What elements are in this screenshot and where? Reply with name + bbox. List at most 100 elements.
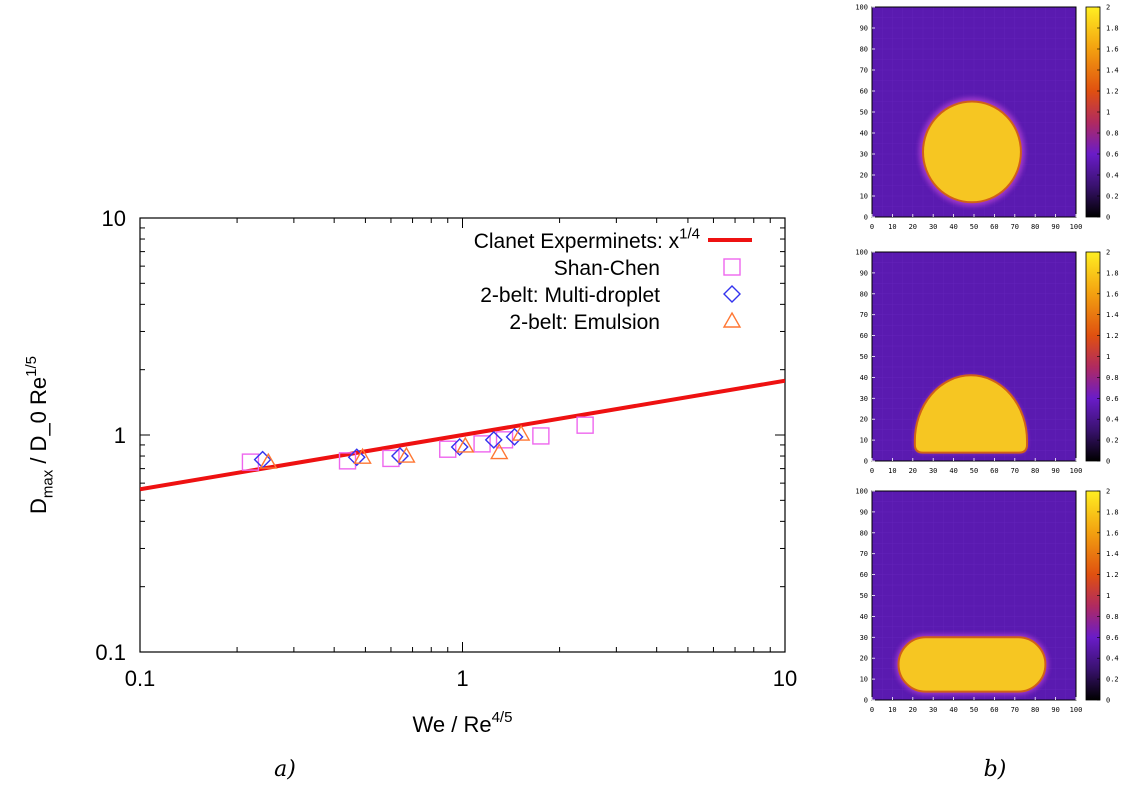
colorbar-tick-label: 2 <box>1106 249 1110 257</box>
data-point-triangle <box>490 443 509 460</box>
y-tick-label: 100 <box>855 4 868 12</box>
x-tick-label: 20 <box>909 223 917 231</box>
y-tick-label: 40 <box>860 374 868 382</box>
y-tick-label: 40 <box>860 613 868 621</box>
y-tick-label: 90 <box>860 25 868 33</box>
x-tick-label: 40 <box>949 223 957 231</box>
colorbar-tick-label: 0.6 <box>1106 395 1119 403</box>
data-point-triangle <box>353 447 372 464</box>
y-tick-label: 30 <box>860 151 868 159</box>
droplet <box>897 636 1047 693</box>
y-tick-label: 50 <box>860 592 868 600</box>
colorbar-tick-label: 0.8 <box>1106 130 1119 138</box>
colorbar-tick-label: 1 <box>1106 353 1110 361</box>
y-tick-label: 0 <box>864 214 868 222</box>
legend-marker-triangle <box>722 311 742 328</box>
y-tick-label: 40 <box>860 130 868 138</box>
x-tick-label: 100 <box>1070 467 1083 475</box>
y-tick-label: 20 <box>860 172 868 180</box>
colorbar-tick-label: 2 <box>1106 488 1110 496</box>
legend-marker-square <box>723 258 741 276</box>
y-tick-label: 20 <box>860 416 868 424</box>
droplet <box>922 100 1022 204</box>
y-tick-label: 70 <box>860 550 868 558</box>
x-tick-label: 90 <box>1051 467 1059 475</box>
data-point-triangle <box>456 436 475 453</box>
y-tick-label: 80 <box>860 529 868 537</box>
y-tick-label: 50 <box>860 353 868 361</box>
x-tick-label: 0 <box>870 467 874 475</box>
data-point-square <box>576 416 594 434</box>
colorbar-tick-label: 0.2 <box>1106 676 1119 684</box>
y-tick-label: 60 <box>860 332 868 340</box>
x-tick-label: 10 <box>888 223 896 231</box>
x-tick-label: 80 <box>1031 467 1039 475</box>
fit-line <box>140 378 785 492</box>
colorbar-tick-label: 1.4 <box>1106 550 1119 558</box>
data-point-square <box>241 453 260 471</box>
x-tick-label: 40 <box>949 467 957 475</box>
x-tick-label: 30 <box>929 706 937 714</box>
colorbar-tick-label: 0.8 <box>1106 613 1119 621</box>
heatmap-dome: 0 10 20 30 40 50 60 70 80 90 100010203040506070809… <box>855 249 1118 476</box>
colorbar-tick-label: 0.4 <box>1106 416 1119 424</box>
data-point-triangle <box>259 452 278 469</box>
legend-label: Clanet Experminets: x1/4 <box>474 226 700 253</box>
colorbar-tick-label: 1 <box>1106 109 1110 117</box>
y-tick-label: 90 <box>860 269 868 277</box>
colorbar-tick-label: 0 <box>1106 697 1110 705</box>
x-axis-label: We / Re4/5 <box>413 709 513 737</box>
y-tick-label: 20 <box>860 655 868 663</box>
y-tick-label: 0 <box>864 697 868 705</box>
y-tick-label: 90 <box>860 508 868 516</box>
colorbar-tick-label: 1.6 <box>1106 290 1119 298</box>
colorbar-tick-label: 1.8 <box>1106 25 1119 33</box>
colorbar-tick-label: 1 <box>1106 592 1110 600</box>
y-axis-label: Dmax / D_0 Re1/5 <box>23 356 57 514</box>
colorbar-tick-label: 2 <box>1106 4 1110 12</box>
colorbar-tick-label: 0.4 <box>1106 655 1119 663</box>
colorbar-tick-label: 1.2 <box>1106 332 1119 340</box>
colorbar-tick-label: 0 <box>1106 214 1110 222</box>
x-tick-label: 0.1 <box>125 666 156 691</box>
data-point-square <box>532 427 550 445</box>
x-tick-label: 60 <box>990 467 998 475</box>
colorbar-tick-label: 1.4 <box>1106 311 1119 319</box>
colorbar-tick-label: 0.4 <box>1106 172 1119 180</box>
colorbar-tick-label: 0.2 <box>1106 437 1119 445</box>
x-tick-label: 20 <box>909 706 917 714</box>
data-point-triangle <box>397 446 416 463</box>
colorbar-tick-label: 1.2 <box>1106 571 1119 579</box>
y-tick-label: 50 <box>860 109 868 117</box>
droplet <box>913 374 1029 454</box>
legend-marker-diamond <box>723 285 741 303</box>
x-tick-label: 90 <box>1051 223 1059 231</box>
data-point-diamond <box>347 448 366 467</box>
colorbar-tick-label: 1.8 <box>1106 508 1119 516</box>
data-point-triangle <box>511 424 531 441</box>
x-tick-label: 80 <box>1031 223 1039 231</box>
data-point-diamond <box>484 430 503 449</box>
panel-b-caption: b) <box>984 757 1007 782</box>
y-tick-label: 70 <box>860 311 868 319</box>
y-tick-label: 100 <box>855 249 868 257</box>
y-tick-label: 1 <box>114 423 126 448</box>
y-tick-label: 10 <box>860 676 868 684</box>
data-point-square <box>439 440 457 458</box>
colorbar-tick-label: 1.8 <box>1106 269 1119 277</box>
y-tick-label: 0.1 <box>95 640 126 665</box>
colorbar-tick-label: 1.6 <box>1106 46 1119 54</box>
y-tick-label: 80 <box>860 46 868 54</box>
panel-a-caption: a) <box>274 757 296 782</box>
y-tick-label: 30 <box>860 634 868 642</box>
y-tick-label: 60 <box>860 571 868 579</box>
colorbar-tick-label: 0.6 <box>1106 634 1119 642</box>
x-tick-label: 10 <box>888 467 896 475</box>
x-tick-label: 50 <box>970 223 978 231</box>
x-tick-label: 10 <box>773 666 797 691</box>
x-tick-label: 0 <box>870 223 874 231</box>
x-tick-label: 50 <box>970 706 978 714</box>
x-tick-label: 60 <box>990 223 998 231</box>
heatmap-circle: 0 10 20 30 40 50 60 70 80 90 100010203040506070809… <box>855 4 1118 232</box>
